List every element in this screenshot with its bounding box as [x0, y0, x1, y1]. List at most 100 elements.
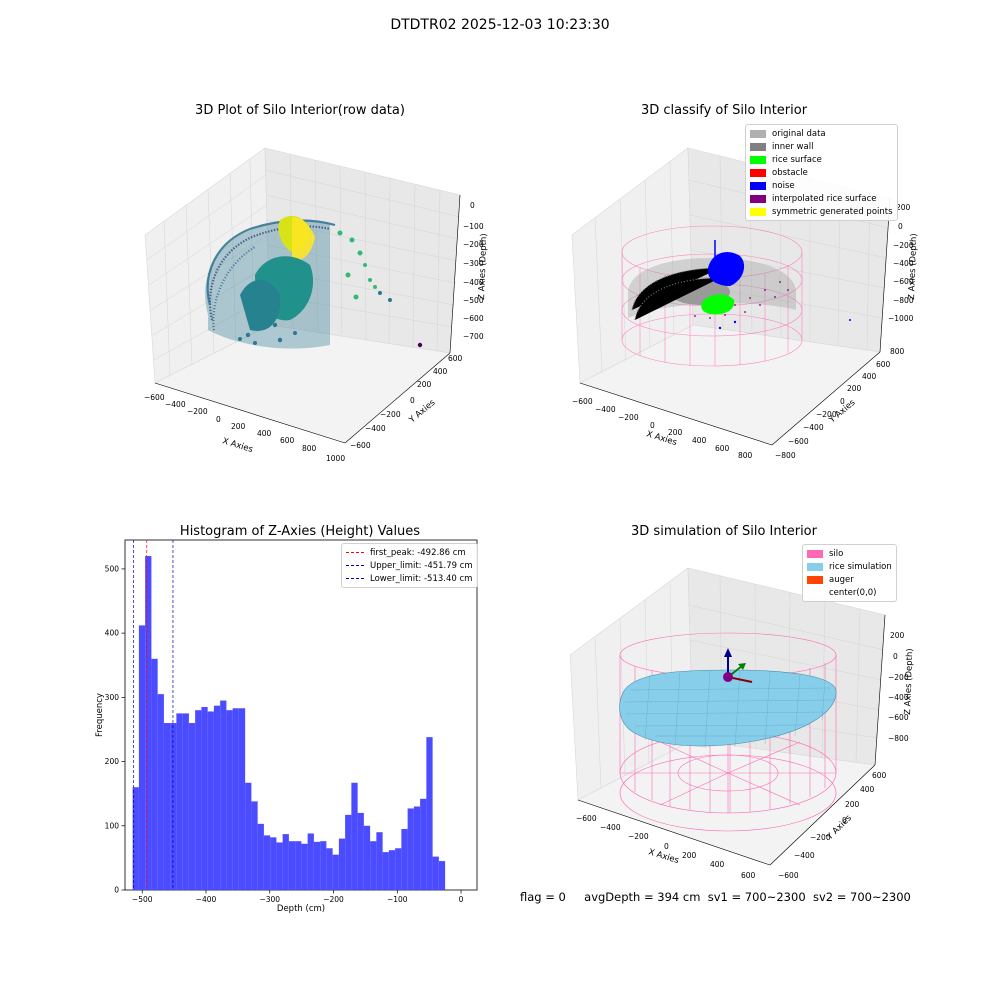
histogram-bar: [188, 723, 196, 890]
histogram-bar: [432, 856, 439, 890]
svg-text:−800: −800: [893, 296, 914, 305]
svg-text:400: 400: [862, 372, 877, 381]
histogram-bar: [270, 837, 277, 890]
histogram-bar: [295, 841, 302, 890]
x-tick-label: −300: [259, 895, 280, 904]
svg-text:−200: −200: [618, 413, 639, 422]
svg-text:800: 800: [890, 347, 905, 356]
panel4-x-ticks: −600 −400 −200 0 200 400 600: [576, 814, 756, 880]
svg-text:−200: −200: [628, 832, 649, 841]
svg-text:400: 400: [710, 860, 725, 869]
svg-text:−400: −400: [893, 259, 914, 268]
panel1-y-ticks: −600 −400 −200 0 200 400 600: [350, 354, 463, 450]
legend-swatch: [750, 155, 766, 164]
svg-text:−500: −500: [463, 296, 484, 305]
svg-text:−600: −600: [778, 871, 799, 880]
svg-text:−600: −600: [572, 397, 593, 406]
panel2-legend: original data inner wall rice surface ob…: [745, 124, 898, 221]
svg-text:600: 600: [741, 871, 756, 880]
svg-text:0: 0: [898, 222, 903, 231]
svg-text:400: 400: [860, 785, 875, 794]
legend-item-center: center(0,0): [807, 586, 892, 599]
figure-title: DTDTR02 2025-12-03 10:23:30: [390, 17, 610, 33]
histogram-legend: first_peak: -492.86 cm Upper_limit: -451…: [341, 543, 478, 588]
histogram-bar: [301, 843, 308, 890]
histogram-bar: [407, 808, 414, 890]
svg-text:600: 600: [280, 436, 295, 445]
svg-text:−400: −400: [463, 278, 484, 287]
panel4-title: 3D simulation of Silo Interior: [631, 524, 817, 539]
svg-text:200: 200: [668, 428, 683, 437]
legend-swatch: [750, 194, 766, 203]
legend-swatch: [807, 589, 823, 597]
legend-swatch: [807, 549, 823, 558]
histogram-bar: [276, 842, 283, 890]
histogram-reference-lines: [133, 540, 174, 890]
histogram-bar: [213, 705, 221, 890]
y-tick-label: 300: [105, 693, 120, 702]
svg-text:0: 0: [410, 396, 415, 405]
svg-text:−400: −400: [794, 851, 815, 860]
legend-swatch: [750, 142, 766, 151]
histogram-bar: [363, 825, 371, 890]
x-tick-label: −500: [132, 895, 153, 904]
svg-text:0: 0: [840, 397, 845, 406]
panel2-title: 3D classify of Silo Interior: [640, 103, 808, 118]
x-tick-label: −100: [387, 895, 408, 904]
svg-text:800: 800: [302, 444, 317, 453]
svg-text:−200: −200: [187, 407, 208, 416]
legend-item-auger: auger: [807, 573, 892, 586]
y-tick-label: 500: [105, 564, 120, 573]
legend-line: [346, 552, 364, 553]
y-tick-label: 200: [105, 757, 120, 766]
histogram-bar: [357, 812, 364, 890]
svg-text:−600: −600: [350, 441, 371, 450]
svg-text:−700: −700: [463, 332, 484, 341]
histogram-bar: [420, 798, 427, 890]
x-tick-label: 0: [459, 895, 464, 904]
histogram-bar: [438, 861, 446, 890]
legend-line: [346, 565, 364, 566]
panel4-zlabel: Z Axies (Depth): [903, 648, 915, 715]
histogram-bar: [288, 841, 296, 890]
panel1-z-ticks: 0 −100 −200 −300 −400 −500 −600 −700: [463, 201, 484, 341]
svg-text:200: 200: [845, 800, 860, 809]
svg-text:600: 600: [872, 771, 887, 780]
panel4-y-ticks: −600 −400 −200 0 200 400 600: [778, 771, 887, 880]
panel2-z-ticks: 200 0 −200 −400 −600 −800 −1000: [888, 203, 914, 323]
histogram-bar: [395, 848, 402, 890]
legend-item-obstacle: obstacle: [750, 166, 893, 179]
svg-text:−400: −400: [803, 423, 824, 432]
svg-text:0: 0: [893, 652, 898, 661]
x-tick-label: −400: [196, 895, 217, 904]
histogram-bar: [338, 838, 346, 890]
svg-text:−400: −400: [600, 823, 621, 832]
svg-text:−400: −400: [365, 424, 386, 433]
svg-text:−200: −200: [816, 410, 837, 419]
svg-text:−400: −400: [888, 693, 909, 702]
histogram-bar: [388, 850, 396, 890]
legend-item-silo: silo: [807, 547, 892, 560]
svg-text:−200: −200: [463, 240, 484, 249]
svg-text:−1000: −1000: [888, 314, 914, 323]
svg-text:−400: −400: [595, 405, 616, 414]
svg-text:−200: −200: [888, 673, 909, 682]
svg-text:−200: −200: [810, 833, 831, 842]
sv1-text: sv1 = 700~2300: [707, 890, 806, 904]
histogram-bar: [345, 814, 352, 890]
histogram-bar: [245, 782, 252, 890]
svg-text:200: 200: [231, 422, 246, 431]
svg-text:0: 0: [842, 816, 847, 825]
svg-text:−600: −600: [788, 437, 809, 446]
svg-text:0: 0: [664, 842, 669, 851]
svg-text:−800: −800: [775, 451, 796, 460]
histogram-y-ticks: 0 100 200 300 400 500: [105, 564, 125, 895]
y-tick-label: 100: [105, 821, 120, 830]
histogram-bar: [201, 706, 208, 890]
panel2-y-ticks: −800 −600 −400 −200 0 200 400 600 800: [775, 347, 905, 460]
svg-text:200: 200: [890, 631, 905, 640]
panel4-ylabel: Y Axies: [824, 813, 854, 843]
histogram-ylabel: Frequency: [95, 693, 105, 737]
legend-item-inner-wall: inner wall: [750, 140, 893, 153]
legend-line: [346, 578, 364, 579]
